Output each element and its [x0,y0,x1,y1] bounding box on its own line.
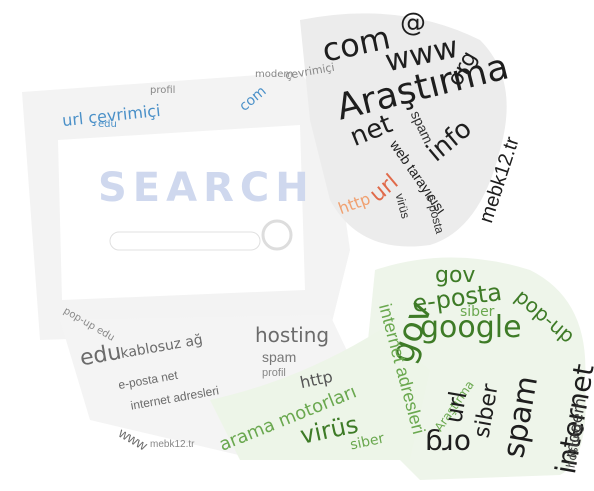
word-at: @ [400,8,426,38]
word-gov: gov [435,263,476,288]
word-spam-grey: spam [262,349,297,365]
word-mebk12-grey: mebk12.tr [150,439,195,450]
word-org-dark: org [425,428,471,461]
word-google: google [420,310,522,345]
word-url-dark: url [439,388,473,426]
word-siber: siber [460,304,495,320]
word-profil: profil [150,85,176,96]
word-modem: modem [255,69,294,80]
word-profil-grey: profil [262,367,286,379]
search-word: SEARCH [98,165,315,211]
word-edu-top: edu [98,119,117,130]
word-hosting: hosting [255,323,330,347]
